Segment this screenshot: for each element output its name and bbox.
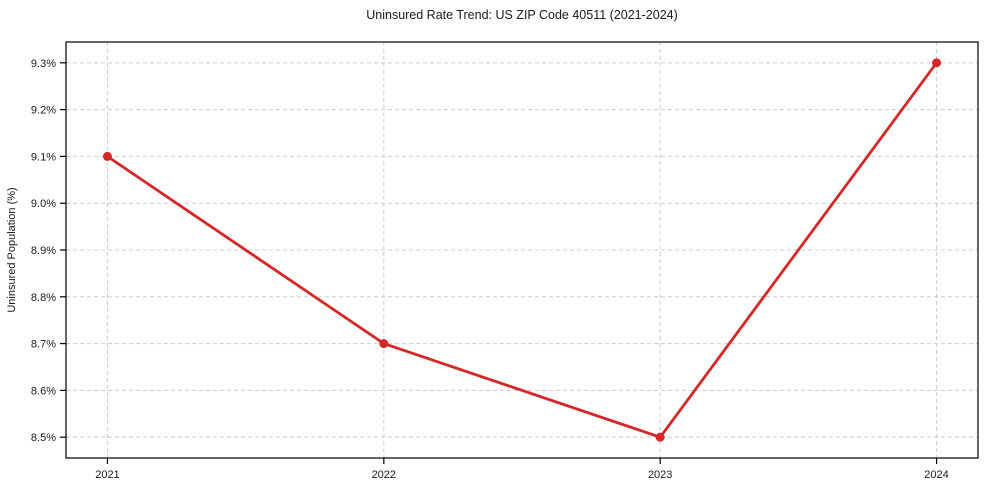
y-tick-label: 8.7% xyxy=(31,339,56,351)
series-line xyxy=(106,61,938,439)
y-tick-label: 9.2% xyxy=(31,105,56,117)
axis-tick-labels: 8.5% 8.6% 8.7% 8.8% 8.9% 9.0% 9.1% 9.2% 9.3% 2021… xyxy=(31,58,949,481)
y-tick-label: 8.5% xyxy=(31,432,56,444)
y-tick-label: 8.6% xyxy=(31,385,56,397)
data-point-2024 xyxy=(932,58,942,68)
data-point-2022 xyxy=(379,339,389,349)
x-tick-label: 2024 xyxy=(924,469,948,481)
gridlines xyxy=(66,42,978,458)
x-tick-label: 2022 xyxy=(372,469,396,481)
y-tick-label: 9.1% xyxy=(31,151,56,163)
data-series xyxy=(102,58,942,442)
plot-border xyxy=(65,41,979,459)
chart-title: Uninsured Rate Trend: US ZIP Code 40511 … xyxy=(366,8,678,22)
x-tick-label: 2023 xyxy=(648,469,672,481)
data-point-2021 xyxy=(102,151,112,161)
y-tick-label: 8.8% xyxy=(31,292,56,304)
y-tick-label: 8.9% xyxy=(31,245,56,257)
y-axis-label: Uninsured Population (%) xyxy=(6,187,18,312)
y-tick-label: 9.0% xyxy=(31,198,56,210)
axis-ticks xyxy=(60,62,938,464)
data-point-2023 xyxy=(655,432,665,442)
y-tick-label: 9.3% xyxy=(31,58,56,70)
x-tick-label: 2021 xyxy=(95,469,119,481)
